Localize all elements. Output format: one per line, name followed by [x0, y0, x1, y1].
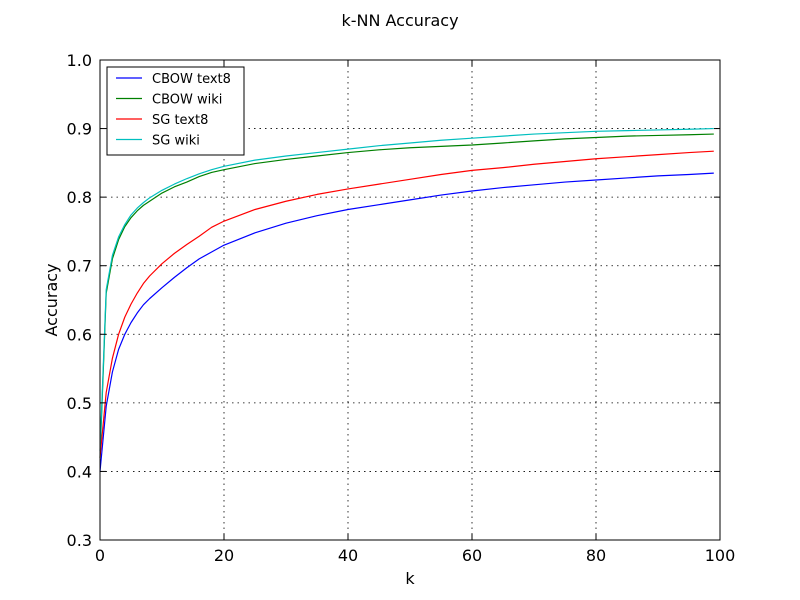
y-tick-label: 0.3 — [67, 531, 92, 550]
legend-label: CBOW wiki — [152, 93, 222, 108]
x-axis: 0 20 40 60 80 100 — [95, 60, 735, 565]
series-line-sg-text8 — [99, 150, 714, 458]
y-tick-label: 0.4 — [67, 462, 92, 481]
legend-label: SG wiki — [152, 134, 200, 149]
y-tick-label: 0.8 — [67, 188, 92, 207]
legend-label: SG text8 — [152, 113, 208, 128]
plot-frame — [99, 59, 721, 541]
y-tick-label: 0.9 — [67, 120, 92, 139]
x-tick-label: 0 — [95, 546, 105, 565]
series-line-cbow-wiki — [99, 133, 714, 458]
x-tick-label: 60 — [462, 546, 482, 565]
x-tick-label: 20 — [214, 546, 234, 565]
y-axis-label: Accuracy — [42, 263, 61, 336]
y-tick-label: 0.5 — [67, 394, 92, 413]
y-tick-label: 0.7 — [67, 257, 92, 276]
chart-title: k-NN Accuracy — [341, 11, 458, 30]
series-line-sg-wiki — [99, 127, 714, 451]
legend-box — [106, 66, 245, 156]
x-tick-label: 80 — [586, 546, 606, 565]
x-axis-label: k — [405, 569, 415, 588]
y-axis: 0.3 0.4 0.5 0.6 0.7 0.8 0.9 1.0 — [67, 51, 720, 550]
legend: CBOW text8 CBOW wiki SG text8 SG wiki — [106, 66, 245, 156]
y-tick-label: 1.0 — [67, 51, 92, 70]
series-lines — [99, 127, 714, 472]
series-line-cbow-text8 — [99, 172, 714, 472]
x-tick-label: 40 — [338, 546, 358, 565]
legend-label: CBOW text8 — [152, 72, 231, 87]
x-tick-label: 100 — [705, 546, 736, 565]
y-tick-label: 0.6 — [67, 325, 92, 344]
